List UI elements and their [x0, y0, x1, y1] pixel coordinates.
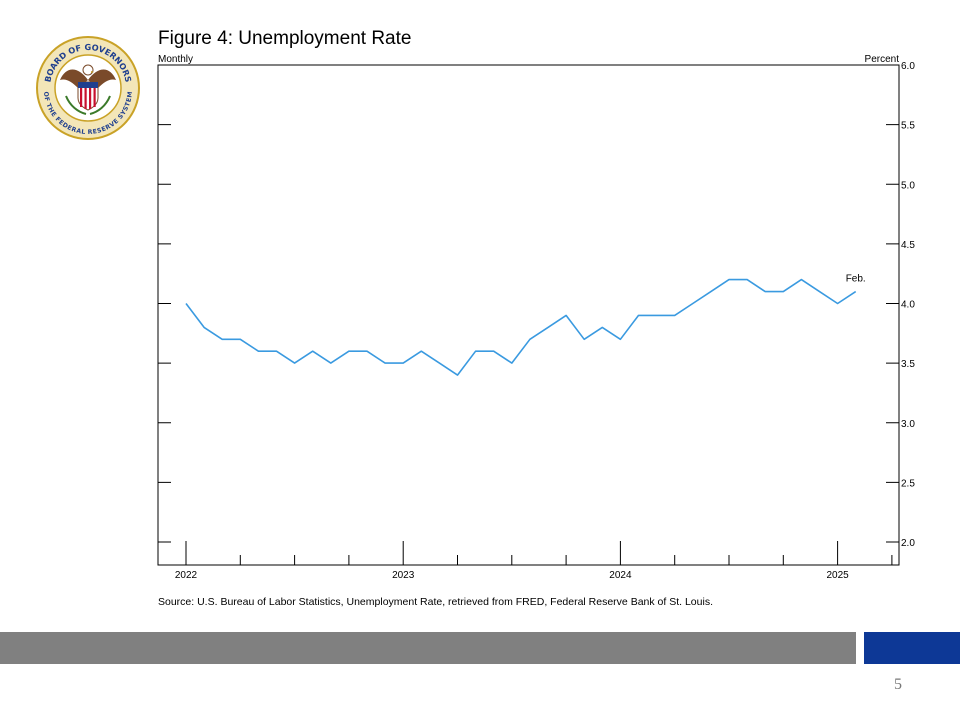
y-tick-label: 3.0 [901, 419, 915, 430]
x-tick-label: 2025 [826, 570, 849, 581]
x-tick-label: 2024 [609, 570, 632, 581]
unemployment-chart: Figure 4: Unemployment Rate Monthly Perc… [157, 28, 915, 581]
y-tick-label: 3.5 [901, 359, 915, 370]
y-tick-label: 4.5 [901, 240, 915, 251]
y-tick-label: 6.0 [901, 61, 915, 72]
frequency-label: Monthly [158, 54, 193, 65]
federal-reserve-seal: BOARD OF GOVERNORS OF THE FEDERAL RESERV… [36, 36, 140, 140]
y-tick-label: 2.5 [901, 478, 915, 489]
y-tick-label: 5.0 [901, 180, 915, 191]
source-note: Source: U.S. Bureau of Labor Statistics,… [158, 596, 713, 608]
plot-frame [157, 64, 900, 566]
chart-title: Figure 4: Unemployment Rate [158, 28, 411, 49]
unemployment-rate-line [185, 278, 857, 376]
x-tick-label: 2023 [392, 570, 415, 581]
page-number: 5 [894, 676, 902, 693]
y-tick-label: 2.0 [901, 538, 915, 549]
x-tick-label: 2022 [175, 570, 198, 581]
end-point-label: Feb. [846, 274, 866, 285]
y-axis-label: Percent [865, 54, 900, 65]
y-tick-label: 4.0 [901, 300, 915, 311]
footer-gray-bar [0, 632, 856, 664]
footer-blue-bar [864, 632, 960, 664]
y-tick-label: 5.5 [901, 121, 915, 132]
